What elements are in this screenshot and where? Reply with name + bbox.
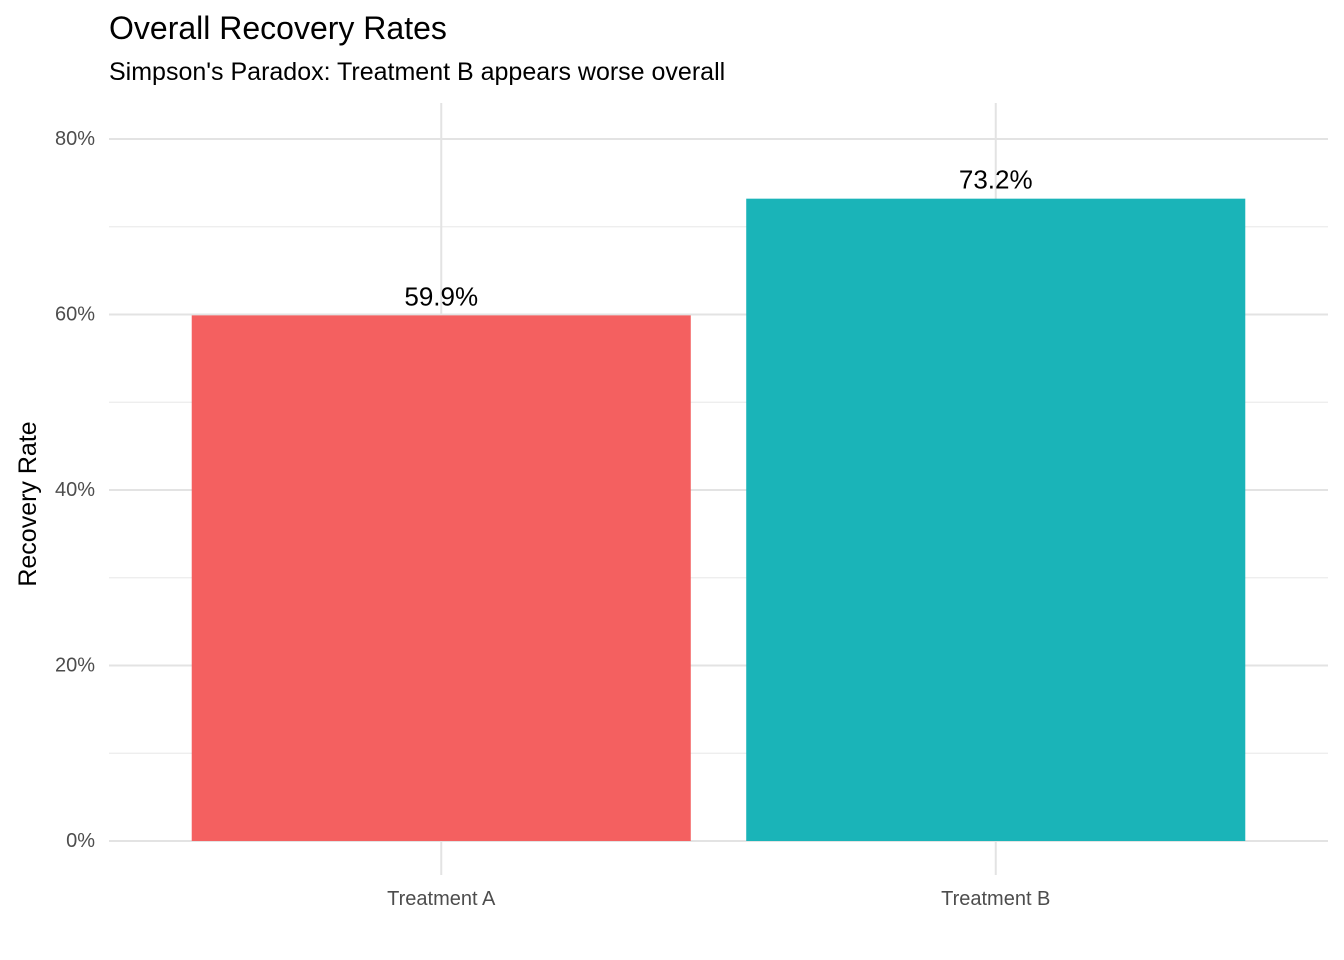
y-tick-label: 60% — [55, 304, 95, 326]
chart-title: Overall Recovery Rates — [109, 10, 447, 46]
data-label: 73.2% — [959, 165, 1033, 195]
y-tick-label: 0% — [66, 830, 95, 852]
chart-subtitle: Simpson's Paradox: Treatment B appears w… — [109, 58, 726, 86]
y-axis-title: Recovery Rate — [14, 421, 42, 586]
y-tick-label: 80% — [55, 128, 95, 150]
bar — [191, 315, 691, 841]
x-tick-label: Treatment B — [941, 888, 1050, 910]
y-tick-label: 20% — [55, 655, 95, 677]
bar — [746, 198, 1246, 842]
data-label: 59.9% — [404, 281, 478, 311]
y-tick-label: 40% — [55, 479, 95, 501]
x-tick-label: Treatment A — [387, 888, 496, 910]
